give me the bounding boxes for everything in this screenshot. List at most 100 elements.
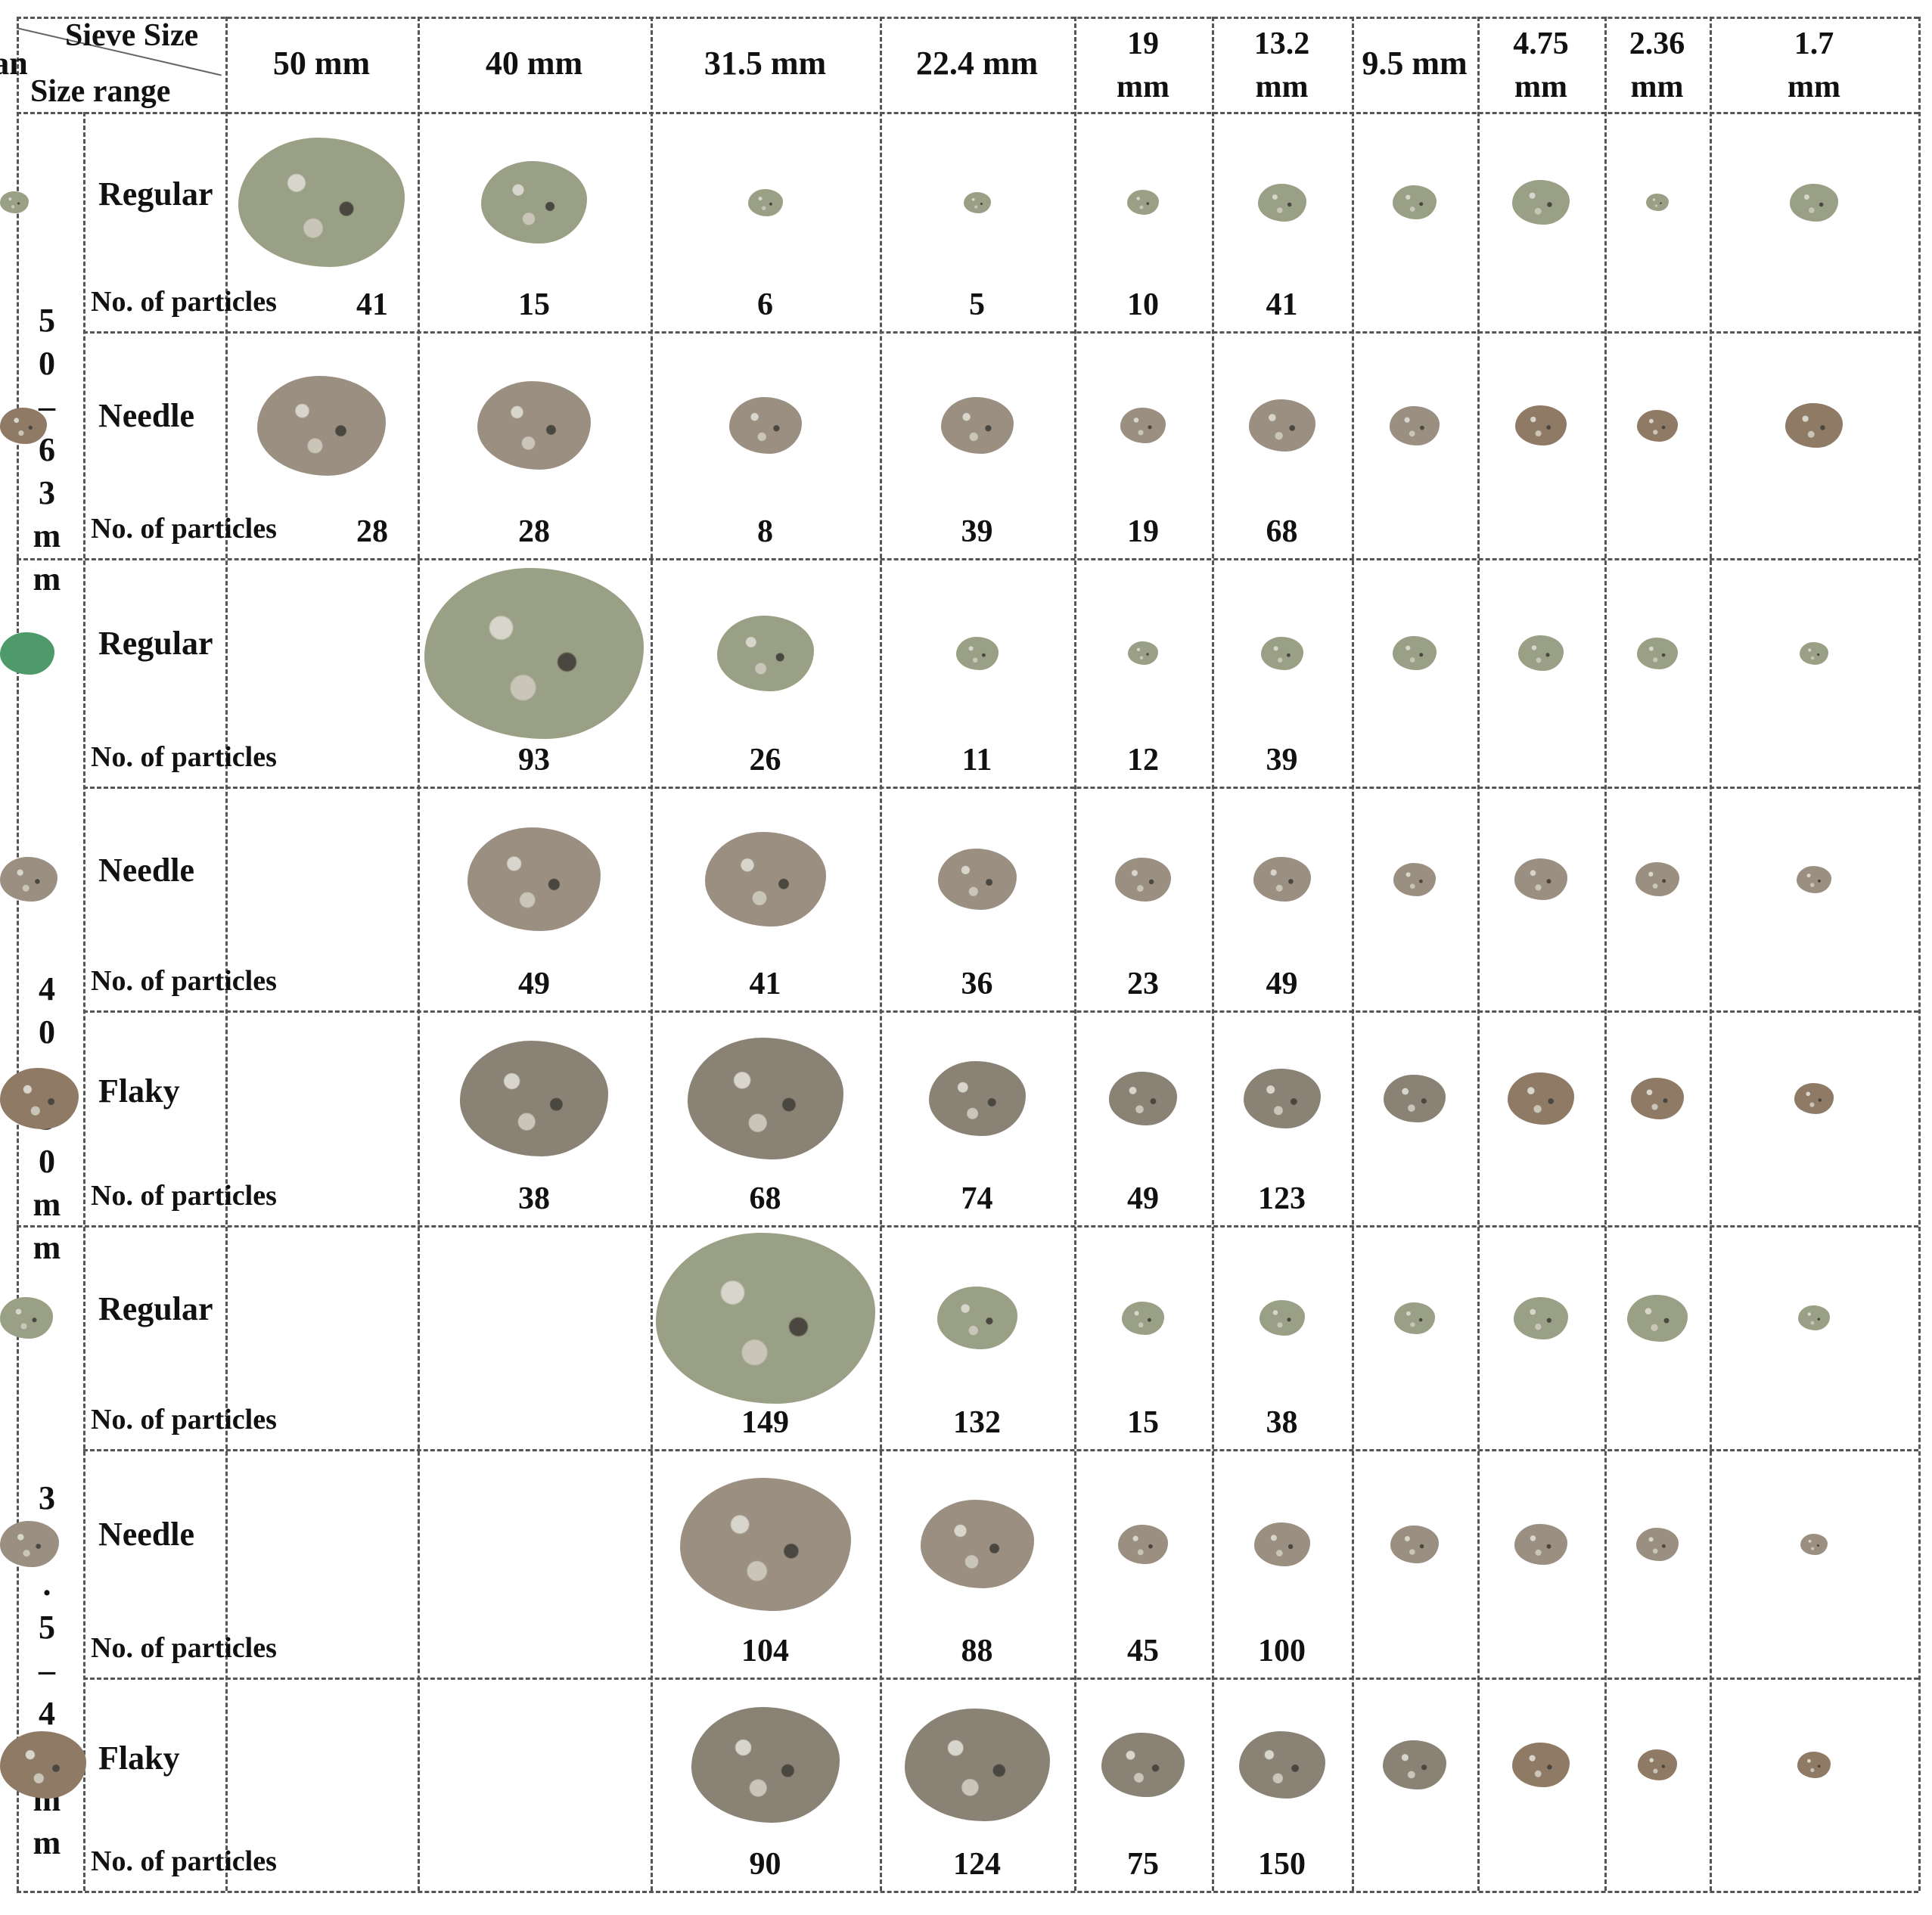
aggregate-sample-image: [424, 567, 644, 739]
grid-vline: [1710, 17, 1712, 1891]
aggregate-sample-image: [238, 137, 405, 268]
particle-count-value: 38: [518, 1181, 550, 1216]
aggregate-sample-image: [1109, 1072, 1177, 1125]
aggregate-sample-image: [1514, 1296, 1568, 1339]
particle-count-value: 100: [1258, 1634, 1306, 1668]
aggregate-sample-image: [1393, 185, 1437, 220]
grid-vline: [1352, 17, 1354, 1891]
particle-count-value: 74: [961, 1181, 993, 1216]
aggregate-sample-image: [1259, 1300, 1305, 1336]
grid-vline: [1212, 17, 1214, 1891]
grid-hline: [17, 558, 1918, 560]
particle-count-value: 93: [518, 743, 550, 777]
sieve-header: 22.4 mm: [915, 45, 1039, 82]
particle-count-value: 68: [749, 1181, 781, 1216]
particle-count-value: 132: [953, 1405, 1001, 1440]
aggregate-sample-image: [1253, 1522, 1310, 1566]
particle-count-value: 26: [749, 743, 781, 777]
grid-hline: [17, 1891, 1918, 1893]
particle-count-value: 104: [741, 1634, 789, 1668]
particle-count-value: 49: [1127, 1181, 1159, 1216]
grid-hline: [17, 112, 1918, 114]
aggregate-sample-image: [1393, 636, 1437, 671]
grid-vline: [1477, 17, 1480, 1891]
aggregate-sample-image: [0, 407, 47, 444]
aggregate-sample-image: [1394, 1302, 1435, 1334]
aggregate-sample-image: [1635, 1528, 1679, 1561]
sieve-header: Pan: [0, 45, 28, 82]
aggregate-sample-image: [0, 857, 57, 902]
aggregate-sample-image: [937, 849, 1017, 911]
particle-count-value: 38: [1266, 1405, 1298, 1440]
particle-count-value: 41: [749, 967, 781, 1001]
aggregate-sample-image: [691, 1707, 840, 1823]
aggregate-sample-image: [716, 615, 814, 691]
sieve-header: 13.2 mm: [1253, 26, 1310, 104]
aggregate-sample-image: [1512, 1742, 1570, 1788]
shape-label: Regular: [98, 1290, 213, 1327]
aggregate-sample-image: [1390, 406, 1440, 445]
aggregate-sample-image: [1636, 637, 1678, 669]
shape-label: Needle: [98, 851, 195, 889]
aggregate-sample-image: [747, 188, 783, 216]
particle-count-label: No. of particles: [91, 1180, 277, 1212]
aggregate-sample-image: [1384, 1074, 1446, 1123]
header-sieve-size: Sieve Size: [65, 18, 199, 53]
particle-count-value: 19: [1127, 514, 1159, 549]
grid-vline: [1918, 17, 1921, 1891]
aggregate-sample-image: [1785, 403, 1843, 448]
shape-label: Regular: [98, 175, 213, 213]
aggregate-sample-image: [1390, 1525, 1439, 1563]
grid-hline: [17, 1225, 1918, 1228]
grid-vline: [418, 17, 420, 1891]
aggregate-sample-image: [920, 1500, 1034, 1589]
particle-count-value: 41: [356, 287, 388, 322]
aggregate-sample-image: [1115, 857, 1171, 902]
particle-count-value: 123: [1258, 1181, 1306, 1216]
aggregate-sample-image: [1253, 857, 1311, 902]
header-size-range: Size range: [30, 74, 171, 109]
aggregate-sample-image: [904, 1708, 1050, 1822]
sieve-header: 9.5 mm: [1362, 45, 1468, 82]
aggregate-sample-image: [1514, 1523, 1567, 1566]
aggregate-sample-image: [687, 1038, 843, 1159]
sieve-header: 50 mm: [272, 45, 371, 82]
grid-vline: [17, 17, 19, 1891]
sieve-header: 2.36 mm: [1629, 26, 1685, 104]
aggregate-sample-image: [0, 632, 54, 675]
aggregate-sample-image: [704, 832, 826, 927]
aggregate-sample-image: [1238, 1730, 1325, 1799]
particle-count-value: 10: [1127, 287, 1159, 322]
size-range-label: 5 0 – 6 3 m m: [33, 301, 61, 597]
aggregate-sample-image: [1128, 641, 1158, 666]
grid-hline: [83, 1010, 1918, 1013]
aggregate-sample-image: [655, 1232, 875, 1404]
shape-label: Flaky: [98, 1072, 180, 1110]
particle-count-value: 39: [961, 514, 993, 549]
particle-count-value: 6: [757, 287, 773, 322]
shape-label: Flaky: [98, 1739, 180, 1777]
aggregate-sample-image: [1800, 642, 1828, 665]
particle-count-value: 28: [518, 514, 550, 549]
aggregate-sample-image: [1518, 635, 1564, 672]
particle-count-value: 12: [1127, 743, 1159, 777]
aggregate-sample-image: [1101, 1732, 1185, 1798]
aggregate-sample-image: [1636, 409, 1678, 442]
aggregate-sample-image: [1248, 399, 1315, 452]
aggregate-sample-image: [0, 1521, 59, 1568]
particle-count-value: 150: [1258, 1847, 1306, 1882]
particle-count-value: 88: [961, 1634, 993, 1668]
particle-count-value: 49: [518, 967, 550, 1001]
particle-count-value: 28: [356, 514, 388, 549]
particle-count-value: 68: [1266, 514, 1298, 549]
aggregate-sample-image: [940, 397, 1014, 455]
grid-vline: [651, 17, 653, 1891]
particle-count-value: 8: [757, 514, 773, 549]
aggregate-sample-image: [1514, 858, 1567, 900]
particle-count-value: 39: [1266, 743, 1298, 777]
aggregate-sample-image: [1800, 1533, 1828, 1555]
particle-count-value: 5: [969, 287, 985, 322]
aggregate-sample-image: [0, 1730, 86, 1799]
grid-vline: [1074, 17, 1076, 1891]
aggregate-sample-image: [1798, 1305, 1830, 1331]
